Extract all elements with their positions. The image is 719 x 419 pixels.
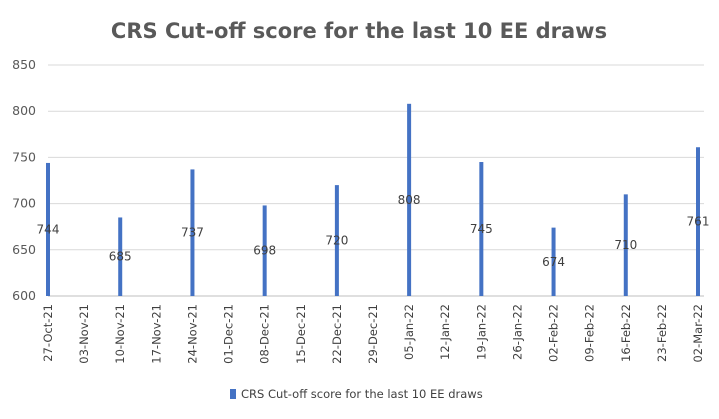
bar [334, 185, 339, 296]
y-tick-label: 600 [12, 288, 36, 303]
y-tick-label: 700 [12, 196, 36, 211]
data-label: 685 [109, 250, 132, 264]
y-tick-label: 800 [12, 103, 36, 118]
x-tick-label: 09-Feb-22 [583, 304, 597, 362]
bar [479, 162, 484, 296]
x-tick-label: 08-Dec-21 [258, 304, 272, 364]
y-tick-label: 850 [12, 57, 36, 72]
bar [623, 194, 628, 296]
bar [407, 103, 412, 296]
legend-label: CRS Cut-off score for the last 10 EE dra… [241, 387, 483, 401]
data-label: 761 [687, 215, 710, 229]
x-tick-label: 24-Nov-21 [185, 304, 199, 364]
x-tick-label: 23-Feb-22 [655, 304, 669, 362]
bars [46, 103, 700, 296]
bar [46, 162, 50, 296]
x-tick-label: 19-Jan-22 [474, 304, 488, 360]
data-label: 698 [253, 244, 276, 258]
data-labels: 744 685 737 698 720 808 745 674 710 761 [37, 193, 710, 269]
x-tick-label: 17-Nov-21 [149, 304, 163, 364]
x-tick-label: 26-Jan-22 [510, 304, 524, 360]
x-tick-label: 29-Dec-21 [366, 304, 380, 364]
x-tick-label: 05-Jan-22 [402, 304, 416, 360]
data-label: 674 [542, 255, 565, 269]
data-label: 710 [614, 238, 637, 252]
legend: CRS Cut-off score for the last 10 EE dra… [230, 387, 483, 401]
data-label: 745 [470, 222, 493, 236]
x-tick-label: 02-Feb-22 [547, 304, 561, 362]
data-label: 737 [181, 226, 204, 240]
data-label: 744 [37, 222, 60, 236]
x-tick-label: 22-Dec-21 [330, 304, 344, 364]
x-tick-label: 12-Jan-22 [438, 304, 452, 360]
data-label: 720 [325, 234, 348, 248]
bar [262, 205, 267, 296]
x-tick-label: 16-Feb-22 [619, 304, 633, 362]
x-tick-label: 15-Dec-21 [294, 304, 308, 364]
y-tick-label: 650 [12, 242, 36, 257]
y-axis-ticks: 600 650 700 750 800 850 [12, 57, 36, 303]
chart-title: CRS Cut-off score for the last 10 EE dra… [111, 19, 607, 43]
legend-swatch [230, 389, 236, 399]
gridlines [48, 64, 704, 297]
bar [118, 217, 123, 296]
x-tick-label: 10-Nov-21 [113, 304, 127, 364]
bar [551, 227, 556, 296]
y-tick-label: 750 [12, 149, 36, 164]
data-label: 808 [398, 193, 421, 207]
x-axis-ticks: 27-Oct-21 03-Nov-21 10-Nov-21 17-Nov-21 24-N… [41, 304, 705, 364]
x-tick-label: 27-Oct-21 [41, 304, 55, 362]
x-tick-label: 02-Mar-22 [691, 304, 705, 363]
x-tick-label: 01-Dec-21 [222, 304, 236, 364]
bar [190, 169, 195, 296]
x-tick-label: 03-Nov-21 [77, 304, 91, 364]
bar [696, 147, 700, 296]
